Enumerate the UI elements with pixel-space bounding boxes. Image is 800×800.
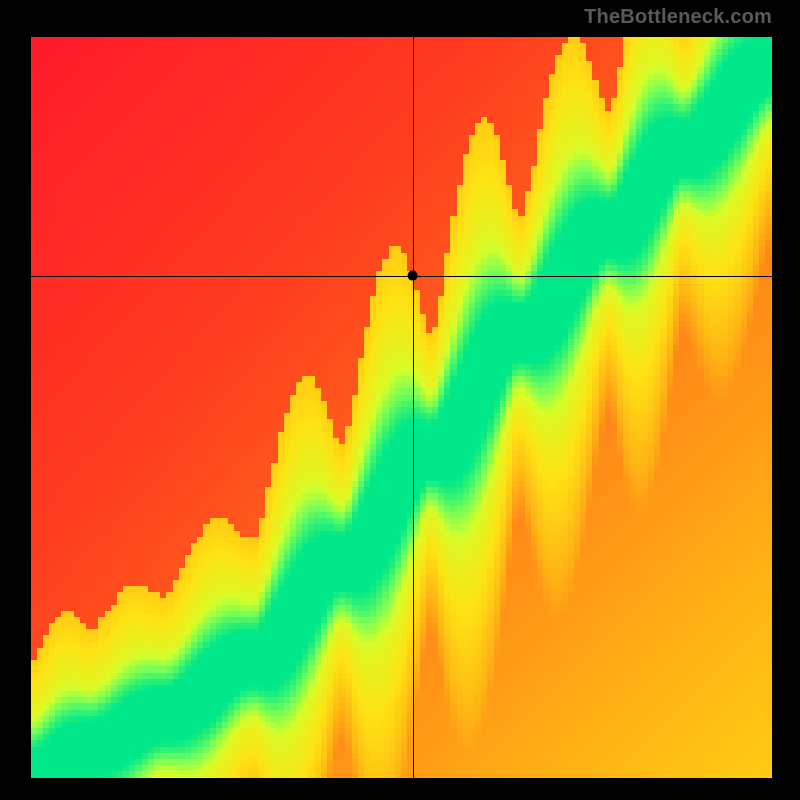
watermark: TheBottleneck.com <box>584 6 772 29</box>
chart-container: TheBottleneck.com <box>0 0 800 800</box>
heatmap-canvas <box>31 37 772 778</box>
